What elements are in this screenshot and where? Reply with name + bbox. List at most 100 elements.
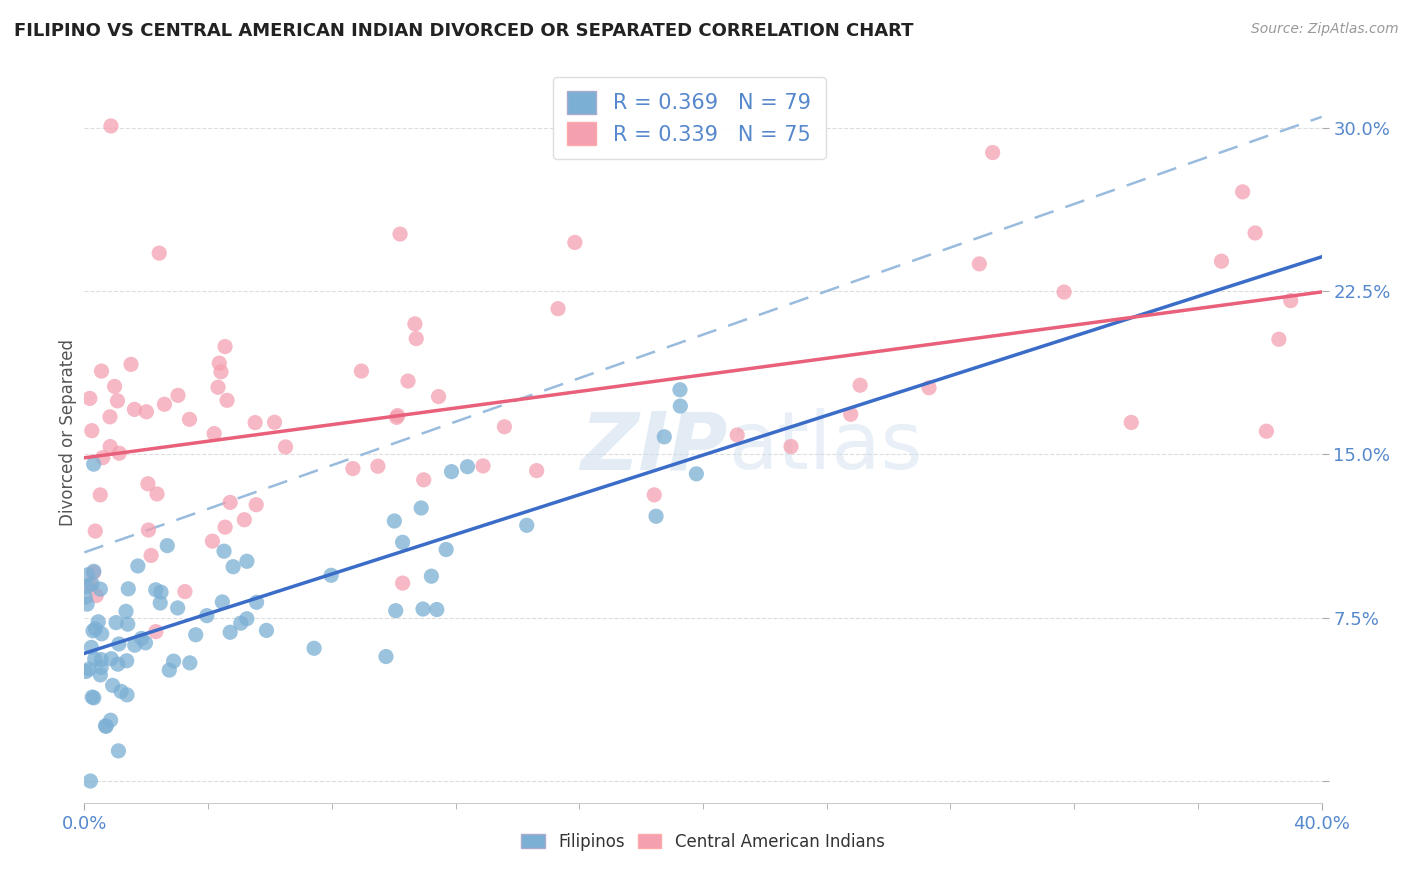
Point [79, 392, 101, 406]
Point [76, 567, 98, 582]
Point [76, 597, 98, 611]
Point [179, 412, 201, 426]
Point [516, 518, 538, 533]
Point [669, 383, 692, 397]
Point [427, 390, 450, 404]
Point [219, 495, 242, 509]
Text: Source: ZipAtlas.com: Source: ZipAtlas.com [1251, 22, 1399, 37]
Point [245, 595, 267, 609]
Point [685, 467, 707, 481]
Point [90, 652, 112, 666]
Point [981, 145, 1004, 160]
Point [412, 602, 434, 616]
Point [384, 604, 406, 618]
Point [212, 544, 235, 558]
Point [82, 690, 104, 704]
Point [80, 424, 103, 438]
Point [77, 662, 100, 676]
Point [115, 604, 138, 618]
Point [645, 509, 668, 524]
Point [342, 461, 364, 475]
Point [214, 520, 236, 534]
Point [131, 632, 153, 646]
Point [117, 582, 139, 596]
Point [79, 774, 101, 789]
Point [87, 615, 110, 629]
Point [219, 625, 242, 640]
Point [145, 624, 167, 639]
Point [274, 440, 297, 454]
Point [440, 465, 463, 479]
Point [396, 374, 419, 388]
Point [456, 459, 478, 474]
Point [108, 446, 131, 460]
Point [849, 378, 872, 392]
Point [124, 638, 146, 652]
Point [434, 542, 457, 557]
Point [100, 713, 122, 727]
Point [127, 558, 149, 573]
Point [83, 564, 105, 578]
Point [201, 534, 224, 549]
Point [76, 580, 98, 594]
Point [108, 637, 131, 651]
Point [117, 617, 139, 632]
Point [494, 419, 516, 434]
Point [420, 569, 443, 583]
Point [918, 381, 941, 395]
Point [652, 430, 675, 444]
Point [184, 628, 207, 642]
Point [564, 235, 586, 250]
Point [167, 388, 190, 402]
Point [100, 119, 122, 133]
Point [94, 719, 117, 733]
Point [83, 690, 105, 705]
Point [643, 488, 665, 502]
Point [1279, 293, 1302, 308]
Point [229, 616, 252, 631]
Point [236, 554, 259, 568]
Point [75, 665, 97, 679]
Point [472, 458, 495, 473]
Point [208, 356, 231, 370]
Point [98, 409, 121, 424]
Point [195, 608, 218, 623]
Point [387, 409, 409, 423]
Point [84, 622, 107, 636]
Point [1211, 254, 1233, 268]
Point [100, 651, 122, 665]
Point [148, 246, 170, 260]
Point [162, 654, 184, 668]
Point [145, 582, 167, 597]
Point [405, 332, 427, 346]
Point [1121, 416, 1143, 430]
Point [134, 636, 156, 650]
Point [1244, 226, 1267, 240]
Point [139, 549, 162, 563]
Point [124, 402, 146, 417]
Point [174, 584, 197, 599]
Point [215, 393, 238, 408]
Text: ZIP: ZIP [581, 409, 728, 486]
Point [91, 450, 114, 465]
Point [115, 654, 138, 668]
Point [391, 535, 413, 549]
Point [411, 500, 433, 515]
Point [391, 576, 413, 591]
Point [90, 364, 112, 378]
Point [211, 595, 233, 609]
Point [79, 577, 101, 591]
Y-axis label: Divorced or Separated: Divorced or Separated [59, 339, 77, 526]
Point [385, 410, 408, 425]
Point [82, 577, 104, 591]
Point [107, 393, 129, 408]
Point [149, 596, 172, 610]
Point [350, 364, 373, 378]
Text: FILIPINO VS CENTRAL AMERICAN INDIAN DIVORCED OR SEPARATED CORRELATION CHART: FILIPINO VS CENTRAL AMERICAN INDIAN DIVO… [14, 22, 914, 40]
Point [84, 524, 107, 538]
Point [302, 641, 325, 656]
Point [107, 744, 129, 758]
Point [245, 498, 267, 512]
Point [233, 513, 256, 527]
Point [98, 440, 121, 454]
